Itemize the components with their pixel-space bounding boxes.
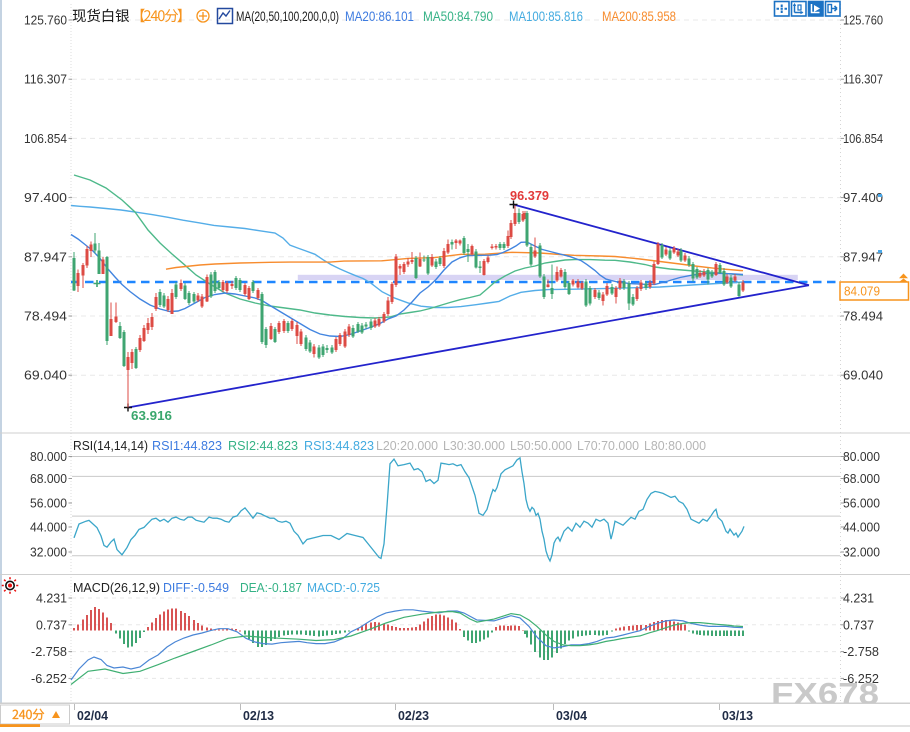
svg-text:116.307: 116.307 (24, 73, 67, 87)
svg-text:-2.758: -2.758 (31, 645, 67, 659)
svg-text:116.307: 116.307 (843, 73, 883, 87)
svg-text:MA200:85.958: MA200:85.958 (602, 9, 676, 24)
svg-text:56.000: 56.000 (30, 497, 67, 511)
svg-text:125.760: 125.760 (24, 14, 67, 28)
svg-text:RSI1:44.823: RSI1:44.823 (152, 438, 222, 453)
svg-text:MACD:-0.725: MACD:-0.725 (307, 580, 380, 595)
svg-text:DEA:-0.187: DEA:-0.187 (240, 580, 302, 595)
svg-text:RSI3:44.823: RSI3:44.823 (304, 438, 374, 453)
svg-text:68.000: 68.000 (843, 472, 880, 486)
svg-text:02/23: 02/23 (398, 708, 429, 723)
svg-text:MA50:84.790: MA50:84.790 (423, 9, 493, 24)
svg-text:78.494: 78.494 (24, 310, 67, 324)
svg-text:-6.252: -6.252 (31, 672, 67, 686)
svg-text:RSI2:44.823: RSI2:44.823 (228, 438, 298, 453)
svg-text:4.231: 4.231 (843, 592, 874, 606)
svg-text:03/13: 03/13 (722, 708, 753, 723)
svg-text:L20:20.000: L20:20.000 (376, 438, 438, 453)
svg-text:125.760: 125.760 (843, 14, 883, 28)
svg-text:80.000: 80.000 (843, 450, 880, 464)
svg-text:4.231: 4.231 (36, 592, 67, 606)
svg-text:87.947: 87.947 (843, 250, 883, 264)
svg-text:78.494: 78.494 (843, 310, 883, 324)
svg-text:97.400: 97.400 (24, 191, 67, 205)
svg-text:L50:50.000: L50:50.000 (510, 438, 572, 453)
svg-text:02/04: 02/04 (77, 708, 109, 723)
svg-text:L80:80.000: L80:80.000 (644, 438, 706, 453)
svg-text:69.040: 69.040 (24, 369, 67, 383)
svg-text:84.079: 84.079 (844, 284, 880, 299)
svg-text:44.000: 44.000 (30, 521, 67, 535)
svg-text:MA20:86.101: MA20:86.101 (345, 9, 414, 24)
svg-text:32.000: 32.000 (843, 546, 880, 560)
svg-text:97.400: 97.400 (843, 191, 883, 205)
svg-text:-6.252: -6.252 (843, 672, 879, 686)
svg-text:-2.758: -2.758 (843, 645, 879, 659)
svg-text:56.000: 56.000 (843, 497, 880, 511)
svg-text:32.000: 32.000 (30, 546, 67, 560)
svg-text:106.854: 106.854 (843, 132, 883, 146)
svg-text:L70:70.000: L70:70.000 (577, 438, 639, 453)
svg-text:RSI(14,14,14): RSI(14,14,14) (73, 438, 148, 453)
svg-text:DIFF:-0.549: DIFF:-0.549 (163, 580, 229, 595)
svg-text:MA100:85.816: MA100:85.816 (509, 9, 583, 24)
svg-text:MA(20,50,100,200,0,0): MA(20,50,100,200,0,0) (236, 9, 339, 24)
svg-text:02/13: 02/13 (243, 708, 274, 723)
svg-text:L30:30.000: L30:30.000 (443, 438, 505, 453)
svg-text:106.854: 106.854 (24, 132, 67, 146)
svg-text:69.040: 69.040 (843, 369, 883, 383)
svg-text:63.916: 63.916 (131, 408, 172, 423)
svg-text:96.379: 96.379 (510, 188, 549, 203)
svg-text:44.000: 44.000 (843, 521, 880, 535)
svg-text:80.000: 80.000 (30, 450, 67, 464)
svg-text:0.737: 0.737 (843, 618, 874, 632)
svg-text:MACD(26,12,9): MACD(26,12,9) (73, 580, 160, 595)
svg-text:87.947: 87.947 (24, 250, 67, 264)
svg-text:03/04: 03/04 (556, 708, 588, 723)
svg-text:68.000: 68.000 (30, 472, 67, 486)
svg-text:0.737: 0.737 (36, 618, 67, 632)
